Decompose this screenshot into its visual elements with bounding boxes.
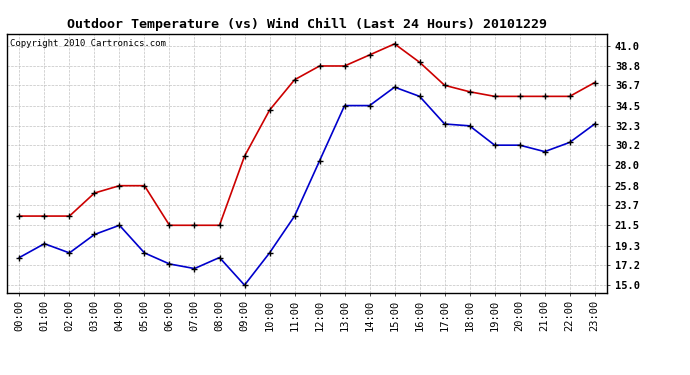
Title: Outdoor Temperature (vs) Wind Chill (Last 24 Hours) 20101229: Outdoor Temperature (vs) Wind Chill (Las… xyxy=(67,18,547,31)
Text: Copyright 2010 Cartronics.com: Copyright 2010 Cartronics.com xyxy=(10,39,166,48)
